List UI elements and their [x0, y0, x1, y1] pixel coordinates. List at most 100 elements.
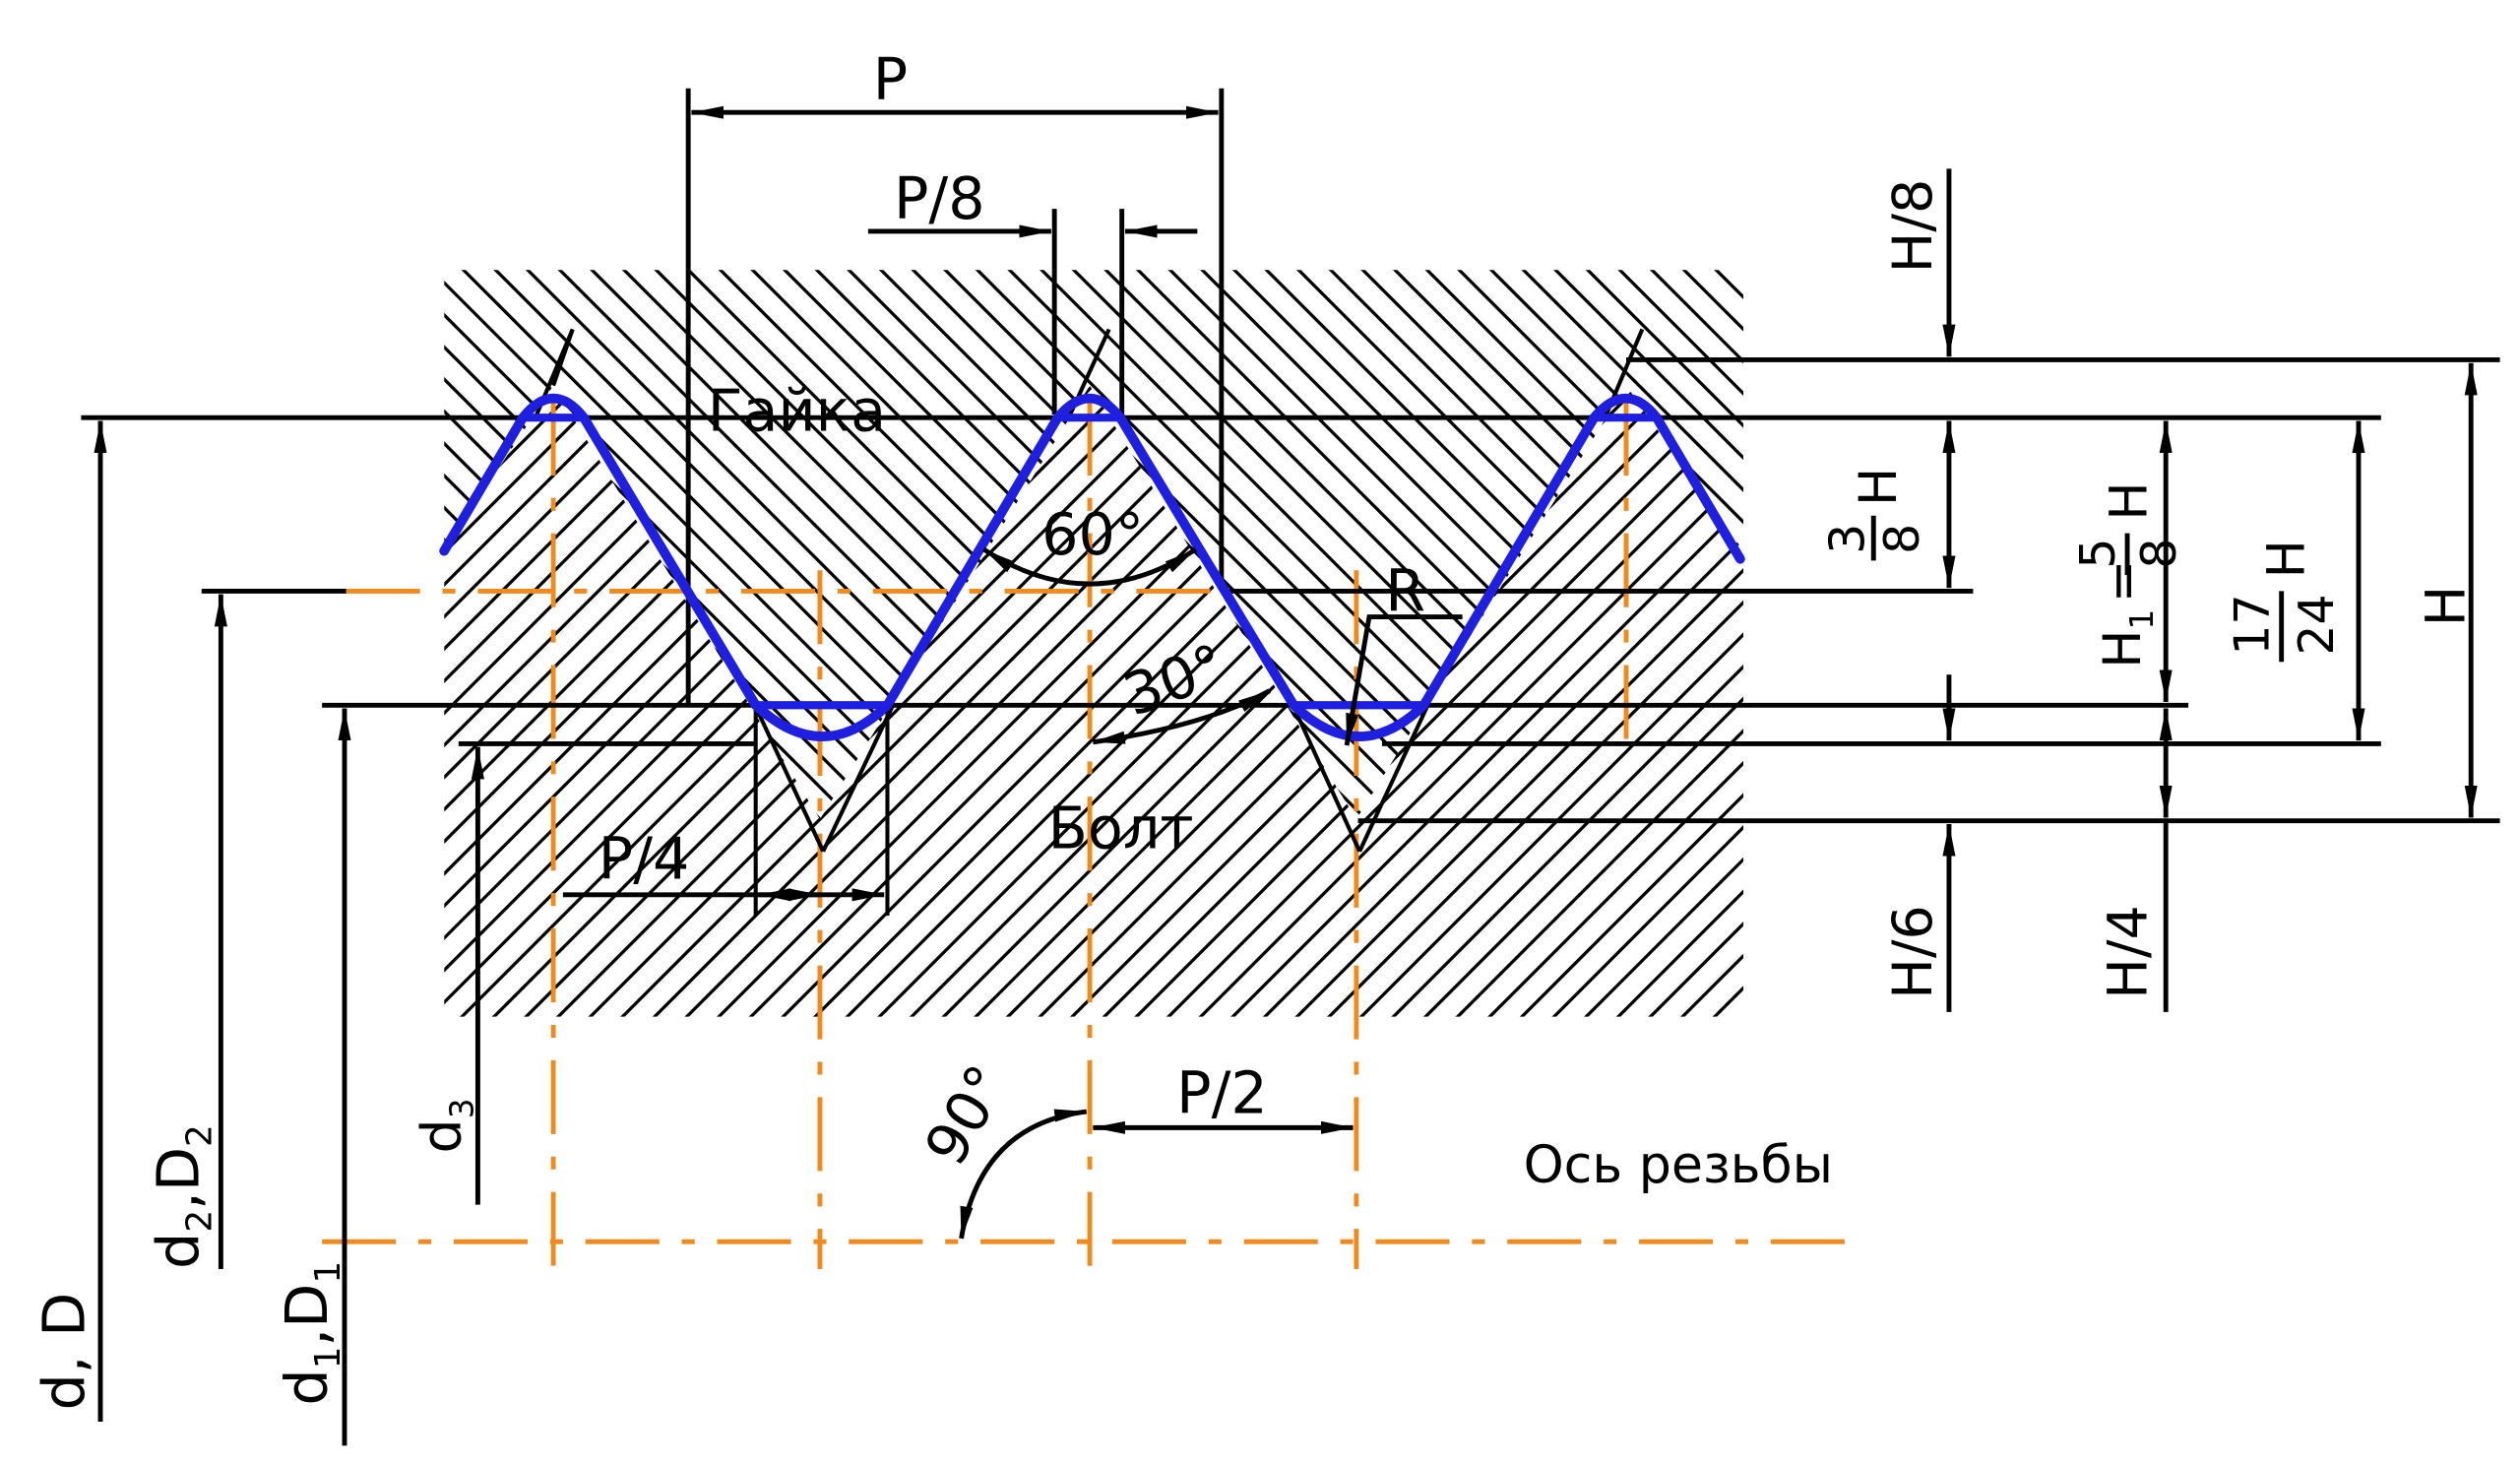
hatch-line [1606, 385, 1744, 1017]
hatch-line [444, 270, 774, 820]
hatch-line [0, 257, 225, 1060]
hatch-line [449, 270, 1255, 820]
hatch-line [2121, 257, 2520, 1060]
hatch-line [2442, 257, 2520, 1060]
label-h1-num: 5 [2070, 538, 2126, 568]
hatch-line [1960, 257, 2520, 1060]
hatch-line [2378, 257, 2520, 1060]
hatch-line [1252, 385, 1744, 1017]
hatch-line [1670, 385, 1744, 1017]
hatch-line [2282, 257, 2520, 1060]
hatch-line [931, 270, 1737, 820]
hatch-line [444, 270, 581, 820]
hatch-line [444, 270, 484, 820]
hatch-line [1960, 257, 2520, 1060]
hatch-line [444, 385, 484, 1017]
label-pitch-diameter-sub: 2 [180, 1210, 220, 1233]
hatch-line [2249, 257, 2520, 1060]
hatch-line [0, 257, 194, 1060]
hatch-line [995, 270, 1744, 820]
hatch-line [1637, 270, 1744, 820]
hatch-line [2346, 257, 2520, 1060]
hatch-line [1123, 385, 1744, 1017]
hatch-line [1573, 270, 1744, 820]
hatch-line [0, 257, 354, 1060]
hatch-line [444, 385, 645, 1017]
label-h-sixth: H/6 [1882, 905, 1945, 999]
hatch-line [444, 385, 612, 1017]
hatch-line [1670, 270, 1744, 820]
label-minor-diameter: d [273, 1369, 341, 1405]
label-d3-sub: 3 [444, 1098, 481, 1118]
hatch-line [1380, 270, 1744, 820]
hatch-line [1573, 385, 1744, 1017]
hatch-line [1380, 385, 1744, 1017]
hatch-line [444, 385, 452, 1017]
hatch-line [2217, 257, 2520, 1060]
hatch-line [1542, 270, 1744, 820]
construction-lines [532, 328, 1645, 916]
label-3-8-den: 8 [1874, 524, 1930, 554]
hatch-line [444, 270, 1159, 820]
hatch-line [1027, 270, 1744, 820]
label-pitch-diameter-b: ,D [145, 1147, 213, 1210]
hatch-line [0, 257, 1, 1060]
hatch-line [1284, 385, 1744, 1017]
label-angle-90: 90° [912, 1053, 1022, 1177]
hatch-line [2474, 257, 2520, 1060]
label-h1-sub: 1 [2123, 609, 2161, 630]
hatch-line [0, 257, 97, 1060]
label-pitch-diameter: d [145, 1233, 213, 1269]
hatch-line [0, 257, 65, 1060]
hatch-line [2474, 257, 2520, 1060]
label-h1-eq: = [2094, 559, 2153, 603]
hatch-line [0, 257, 225, 1060]
hatch-line [0, 257, 129, 1060]
hatch-line [2410, 257, 2520, 1060]
hatch-line [1220, 385, 1744, 1017]
hatch-line [444, 270, 452, 820]
hatch-line [2282, 257, 2520, 1060]
label-pitch-eighth: P/8 [894, 164, 985, 232]
extension-lines [81, 88, 2500, 824]
label-3-8-num: 3 [1819, 524, 1875, 554]
hatch-line [1992, 257, 2520, 1060]
svg-text:d2,D2: d2,D2 [145, 1124, 220, 1269]
svg-text:H1=: H1 = [2094, 559, 2161, 668]
label-17-24-h: H [2258, 540, 2317, 578]
label-h1-h: H [2101, 481, 2160, 520]
hatch-line [1509, 385, 1744, 1017]
hatch-line [1992, 257, 2520, 1060]
hatch-line [2506, 257, 2520, 1060]
flat-lines [519, 414, 1662, 710]
hatch-line [1637, 385, 1744, 1017]
hatch-line [2378, 257, 2520, 1060]
hatch-line [1445, 270, 1744, 820]
hatch-line [0, 257, 32, 1060]
svg-text:d1,D1: d1,D1 [273, 1261, 348, 1406]
svg-text:d3: d3 [410, 1098, 480, 1153]
hatch-line [444, 270, 517, 820]
hatch-line [1477, 270, 1744, 820]
hatch-line [1413, 385, 1744, 1017]
label-pitch-diameter-b-sub: 2 [180, 1124, 220, 1147]
hatch-line [1606, 270, 1744, 820]
hatch-line [2410, 257, 2520, 1060]
label-radius: R [1385, 556, 1425, 624]
hatch-line [1413, 270, 1744, 820]
dimension-lines [94, 105, 2478, 1446]
hatch-line [0, 257, 354, 1060]
label-angle-60: 60° [1041, 500, 1144, 568]
label-thread-axis: Ось резьбы [1524, 1136, 1833, 1195]
label-17: 17 [2225, 594, 2281, 655]
label-pitch-half: P/2 [1176, 1059, 1268, 1127]
hatch-line [1928, 257, 2520, 1060]
hatch-line [1509, 270, 1744, 820]
hatch-line [1542, 385, 1744, 1017]
hatch-line [2121, 257, 2520, 1060]
hatch-line [0, 257, 65, 1060]
label-major-diameter: d, D [31, 1293, 98, 1411]
hatch-line [1445, 385, 1744, 1017]
hatch-line [1477, 385, 1744, 1017]
